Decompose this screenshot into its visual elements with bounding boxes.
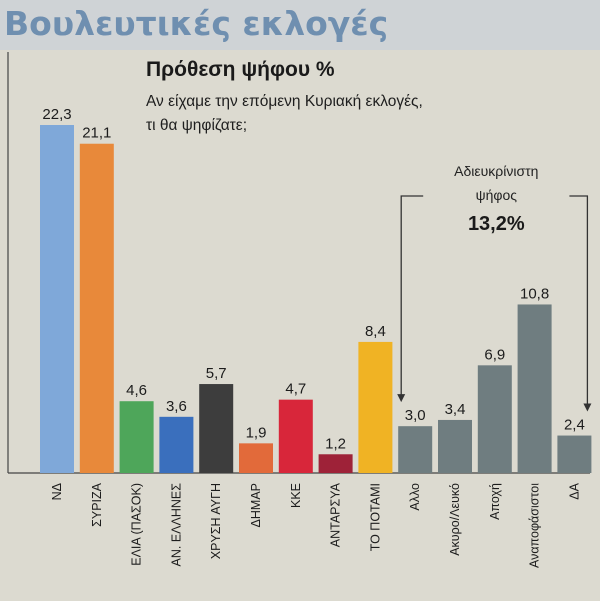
chart-title: Πρόθεση ψήφου % [146, 58, 335, 81]
header-band [0, 0, 600, 50]
bar-3 [159, 416, 194, 473]
category-label-4: ΧΡΥΣΗ ΑΥΓΗ [209, 483, 223, 559]
category-label-1: ΣΥΡΙΖΑ [90, 482, 104, 527]
bar-13 [557, 435, 592, 473]
bar-11 [477, 365, 512, 473]
category-label-11: Αποχή [488, 483, 502, 520]
bar-value-label-13: 2,4 [564, 417, 585, 434]
bar-value-label-9: 3,0 [405, 407, 426, 424]
bar-value-label-5: 1,9 [246, 424, 267, 441]
bracket-left [400, 195, 424, 401]
bar-1 [79, 143, 114, 474]
category-label-7: ΑΝΤΑΡΣΥΑ [329, 482, 343, 547]
category-label-5: ΔΗΜΑΡ [249, 483, 263, 527]
category-label-2: ΕΛΙΑ (ΠΑΣΟΚ) [130, 483, 144, 566]
bar-value-label-4: 5,7 [206, 365, 227, 382]
bar-value-label-7: 1,2 [325, 435, 346, 452]
bar-value-label-1: 21,1 [82, 125, 111, 142]
bar-value-label-11: 6,9 [484, 346, 505, 363]
bar-4 [199, 384, 234, 473]
annotation-bracket [397, 195, 592, 412]
bar-value-label-8: 8,4 [365, 323, 386, 340]
bar-value-label-12: 10,8 [520, 285, 549, 302]
bar-7 [318, 454, 353, 473]
bracket-right [569, 195, 589, 410]
bar-10 [438, 419, 472, 473]
bracket-arrow-right [583, 403, 592, 412]
chart-subtitle: Αν είχαμε την επόμενη Κυριακή εκλογές, τ… [146, 90, 526, 138]
category-label-0: ΝΔ [50, 483, 64, 500]
bracket-arrow-left [397, 394, 406, 403]
bar-value-label-2: 4,6 [126, 382, 147, 399]
category-label-12: Αναποφάσιστοι [528, 483, 542, 568]
header-title: Βουλευτικές εκλογές [4, 4, 389, 43]
annotation-label-line-2: ψήφος [476, 187, 518, 203]
category-label-13: ΔΑ [567, 482, 581, 499]
chart-subtitle-line-2: τι θα ψηφίζατε; [146, 117, 248, 134]
category-label-6: ΚΚΕ [289, 483, 303, 508]
category-label-3: ΑΝ. ΕΛΛΗΝΕΣ [169, 483, 183, 567]
bar-12 [517, 304, 552, 473]
category-label-8: ΤΟ ΠΟΤΑΜΙ [368, 483, 382, 551]
bar-5 [239, 443, 273, 473]
bar-value-label-0: 22,3 [42, 106, 71, 123]
bar-9 [398, 426, 433, 473]
bar-8 [358, 341, 393, 473]
category-label-10: Ακυρο/Λευκό [448, 483, 462, 556]
bar-value-label-10: 3,4 [445, 401, 466, 418]
bar-value-label-6: 4,7 [285, 381, 306, 398]
category-label-9: Αλλο [408, 483, 422, 511]
bar-2 [119, 401, 154, 473]
chart-subtitle-line-1: Αν είχαμε την επόμενη Κυριακή εκλογές, [146, 93, 423, 110]
bar-6 [278, 399, 313, 473]
annotation-label-line-1: Αδιευκρίνιστη [454, 163, 538, 179]
annotation-value: 13,2% [468, 213, 525, 235]
bar-0 [40, 125, 74, 473]
bar-value-label-3: 3,6 [166, 398, 187, 415]
